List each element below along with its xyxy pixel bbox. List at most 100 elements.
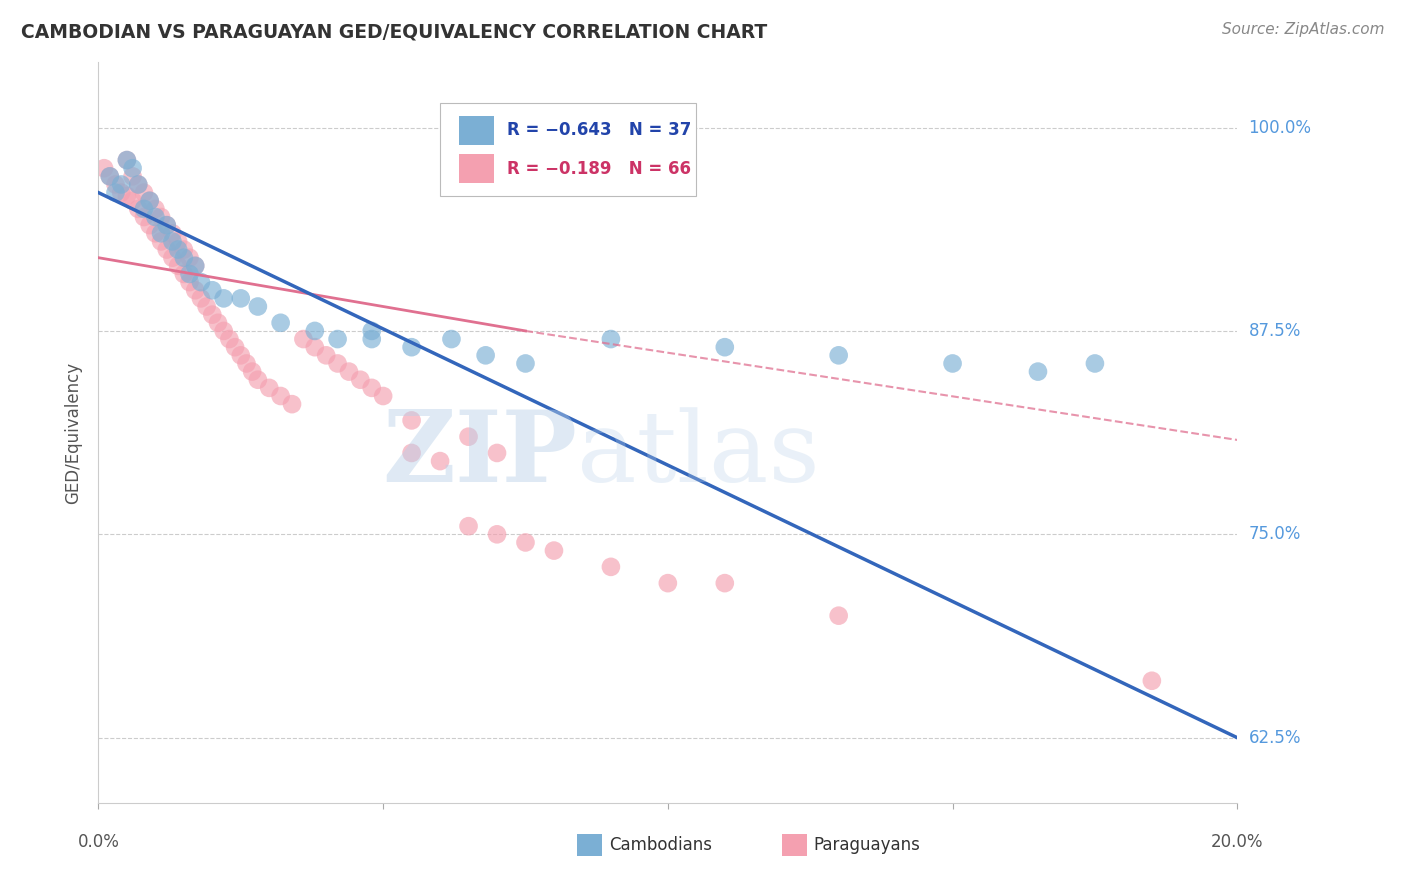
Point [190,292,212,306]
Point [195,300,218,314]
Point [224,340,246,354]
Point [150,227,173,241]
Text: 62.5%: 62.5% [1249,729,1301,747]
Text: Source: ZipAtlas.com: Source: ZipAtlas.com [1222,22,1385,37]
Point [173,251,195,265]
Point [304,340,326,354]
Point [98,169,121,184]
Point [292,332,315,346]
Point [184,283,207,297]
Point [110,178,132,192]
Point [145,210,167,224]
Point [179,267,201,281]
Text: 100.0%: 100.0% [1249,119,1312,136]
Point [1026,365,1049,379]
Point [167,235,190,249]
Point [337,365,360,379]
Point [240,365,263,379]
Point [326,332,349,346]
Point [150,235,173,249]
Point [138,218,160,232]
Point [486,446,509,460]
Point [184,259,207,273]
Point [600,559,623,574]
Point [167,243,190,257]
Point [270,316,292,330]
Point [121,194,143,208]
Point [246,373,269,387]
Text: R = −0.189   N = 66: R = −0.189 N = 66 [508,160,692,178]
Point [315,348,337,362]
Text: Paraguayans: Paraguayans [814,836,921,854]
Point [115,153,138,167]
Point [360,324,382,338]
Point [304,324,326,338]
Point [270,389,292,403]
Point [110,186,132,200]
Point [156,218,179,232]
Point [132,210,155,224]
Point [1140,673,1163,688]
Point [657,576,679,591]
Point [457,430,479,444]
Point [714,340,737,354]
Point [828,348,851,362]
Point [207,316,229,330]
Point [515,535,537,549]
Point [229,292,252,306]
Point [360,381,382,395]
Point [145,202,167,216]
Point [167,259,190,273]
Text: 87.5%: 87.5% [1249,322,1301,340]
FancyBboxPatch shape [576,834,602,856]
Text: 20.0%: 20.0% [1211,833,1264,851]
FancyBboxPatch shape [460,116,494,145]
Text: Cambodians: Cambodians [609,836,711,854]
Point [156,243,179,257]
Point [127,202,149,216]
Point [121,161,143,176]
Point [201,308,224,322]
Point [486,527,509,541]
Point [229,348,252,362]
Point [173,243,195,257]
Point [104,186,127,200]
Point [600,332,623,346]
Point [127,178,149,192]
Point [326,356,349,370]
FancyBboxPatch shape [782,834,807,856]
Point [515,356,537,370]
Text: atlas: atlas [576,407,820,503]
Point [457,519,479,533]
Point [218,332,240,346]
Text: R = −0.643   N = 37: R = −0.643 N = 37 [508,121,692,139]
Point [127,178,149,192]
Point [828,608,851,623]
Point [132,202,155,216]
Y-axis label: GED/Equivalency: GED/Equivalency [65,361,83,504]
Text: ZIP: ZIP [382,407,576,503]
Point [235,356,257,370]
Point [429,454,451,468]
Point [212,324,235,338]
Point [179,251,201,265]
Point [132,186,155,200]
Point [162,251,184,265]
Point [145,227,167,241]
Point [98,169,121,184]
Point [212,292,235,306]
Point [1084,356,1107,370]
Point [115,153,138,167]
Point [162,235,184,249]
Point [173,267,195,281]
Point [281,397,304,411]
FancyBboxPatch shape [440,103,696,195]
Point [714,576,737,591]
Point [543,543,565,558]
Point [138,194,160,208]
Point [246,300,269,314]
Point [942,356,965,370]
Point [440,332,463,346]
Point [190,275,212,289]
Point [115,189,138,203]
